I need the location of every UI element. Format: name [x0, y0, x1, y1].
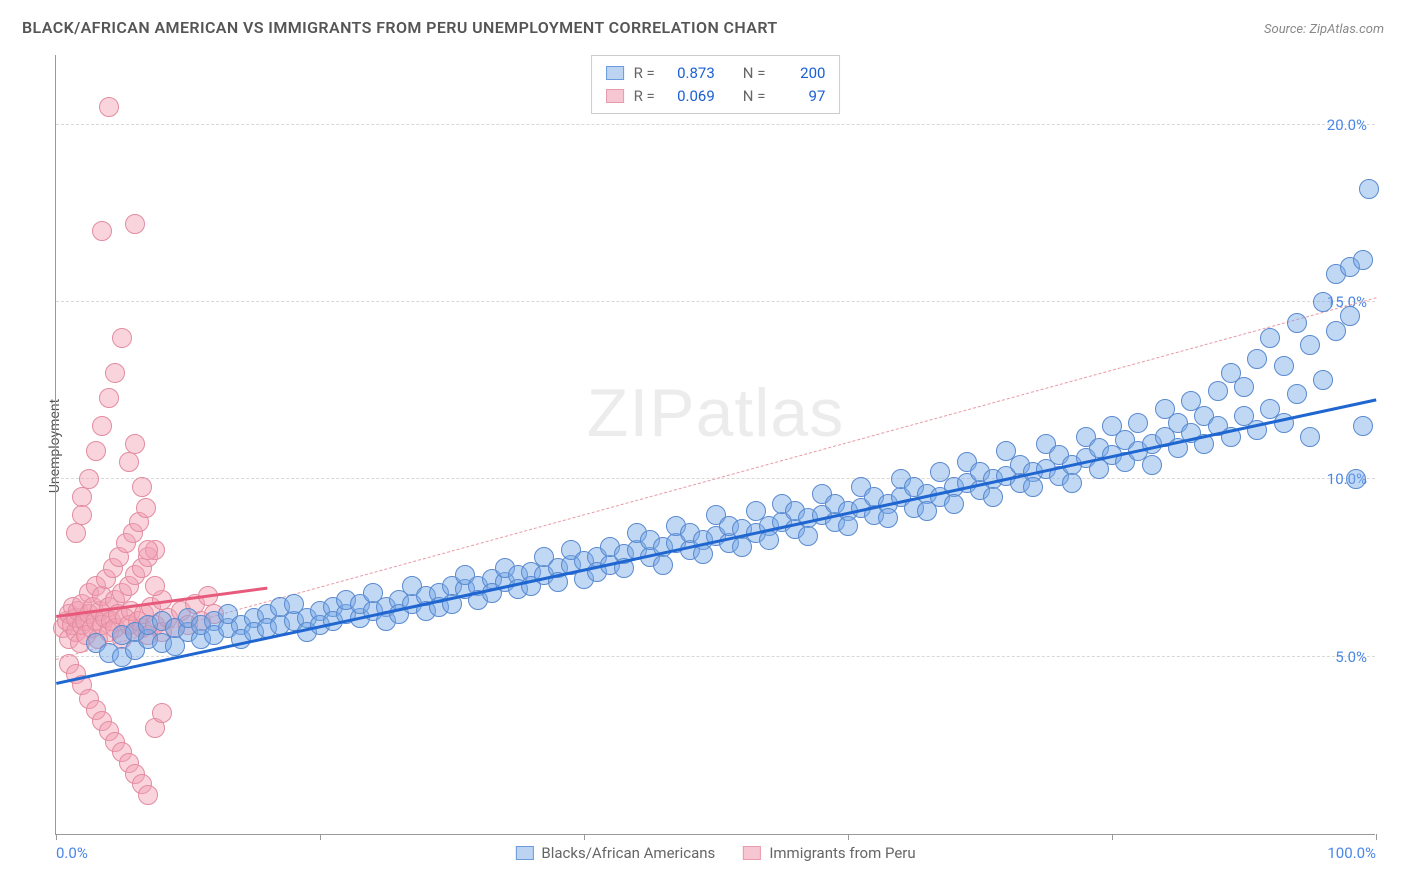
data-point-pink [119, 452, 139, 472]
source-link[interactable]: ZipAtlas.com [1309, 22, 1384, 37]
legend-item-blue: Blacks/African Americans [515, 844, 715, 862]
data-point-blue [1353, 250, 1373, 270]
swatch-blue [606, 66, 624, 80]
data-point-blue [1247, 349, 1267, 369]
r-value-blue: 0.873 [665, 62, 715, 85]
data-point-blue [983, 487, 1003, 507]
data-point-pink [72, 505, 92, 525]
stats-row-pink: R = 0.069 N = 97 [606, 85, 826, 108]
data-point-pink [125, 434, 145, 454]
data-point-pink [145, 576, 165, 596]
data-point-pink [86, 441, 106, 461]
n-label: N = [743, 85, 766, 108]
data-point-blue [944, 494, 964, 514]
data-point-pink [99, 97, 119, 117]
data-point-blue [1287, 313, 1307, 333]
legend-item-pink: Immigrants from Peru [743, 844, 915, 862]
data-point-pink [79, 469, 99, 489]
gridline [56, 656, 1375, 657]
watermark-thin: atlas [696, 375, 845, 451]
swatch-pink [606, 89, 624, 103]
data-point-blue [798, 526, 818, 546]
watermark: ZIPatlas [587, 374, 844, 452]
data-point-blue [1300, 335, 1320, 355]
data-point-blue [1313, 370, 1333, 390]
legend-label-pink: Immigrants from Peru [769, 844, 915, 862]
legend-label-blue: Blacks/African Americans [541, 844, 715, 862]
data-point-pink [125, 214, 145, 234]
n-value-blue: 200 [775, 62, 825, 85]
data-point-blue [653, 555, 673, 575]
x-tick-label: 0.0% [56, 844, 88, 862]
data-point-blue [1300, 427, 1320, 447]
y-tick-label: 5.0% [1335, 648, 1367, 666]
data-point-blue [1346, 469, 1366, 489]
data-point-pink [105, 363, 125, 383]
data-point-blue [1313, 292, 1333, 312]
trend-line [56, 398, 1377, 685]
watermark-bold: ZIP [587, 375, 696, 451]
x-tick-label: 100.0% [1327, 844, 1376, 862]
plot-area: ZIPatlas R = 0.873 N = 200 R = 0.069 N =… [55, 55, 1375, 835]
source-attribution: Source: ZipAtlas.com [1264, 22, 1384, 37]
data-point-pink [152, 703, 172, 723]
swatch-pink [743, 846, 761, 860]
data-point-blue [1142, 455, 1162, 475]
data-point-blue [1128, 413, 1148, 433]
data-point-blue [1023, 477, 1043, 497]
data-point-blue [1274, 356, 1294, 376]
data-point-pink [112, 328, 132, 348]
x-tick-mark [1376, 834, 1377, 840]
data-point-pink [132, 477, 152, 497]
series-legend: Blacks/African Americans Immigrants from… [515, 844, 915, 862]
data-point-blue [1287, 384, 1307, 404]
y-tick-label: 20.0% [1327, 116, 1367, 134]
x-tick-mark [848, 834, 849, 840]
r-value-pink: 0.069 [665, 85, 715, 108]
stats-legend-box: R = 0.873 N = 200 R = 0.069 N = 97 [591, 55, 841, 114]
r-label: R = [634, 85, 655, 108]
r-label: R = [634, 62, 655, 85]
data-point-blue [1359, 179, 1379, 199]
data-point-blue [838, 516, 858, 536]
data-point-blue [1062, 473, 1082, 493]
data-point-blue [1234, 377, 1254, 397]
n-label: N = [743, 62, 766, 85]
data-point-pink [99, 388, 119, 408]
source-prefix: Source: [1264, 22, 1309, 37]
data-point-blue [1260, 328, 1280, 348]
data-point-blue [878, 508, 898, 528]
x-tick-mark [1112, 834, 1113, 840]
x-tick-mark [320, 834, 321, 840]
x-tick-mark [56, 834, 57, 840]
x-tick-mark [584, 834, 585, 840]
data-point-pink [138, 785, 158, 805]
data-point-pink [92, 221, 112, 241]
data-point-pink [92, 416, 112, 436]
data-point-pink [138, 540, 158, 560]
n-value-pink: 97 [775, 85, 825, 108]
chart-title: BLACK/AFRICAN AMERICAN VS IMMIGRANTS FRO… [22, 18, 778, 37]
data-point-blue [1340, 306, 1360, 326]
gridline [56, 301, 1375, 302]
swatch-blue [515, 846, 533, 860]
gridline [56, 124, 1375, 125]
data-point-blue [1353, 416, 1373, 436]
stats-row-blue: R = 0.873 N = 200 [606, 62, 826, 85]
data-point-pink [136, 498, 156, 518]
data-point-pink [66, 523, 86, 543]
data-point-blue [1208, 381, 1228, 401]
